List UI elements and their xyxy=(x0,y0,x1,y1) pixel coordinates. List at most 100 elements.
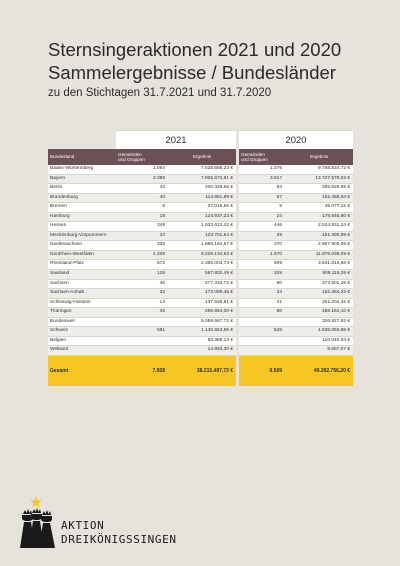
cell-result-2020: 2.967.909,08 € xyxy=(285,240,354,251)
cell-groups-2020: 34 xyxy=(239,288,286,299)
logo-line-1: AKTION xyxy=(61,519,105,532)
table-row: Baden-Württemberg 1.094 7.528.656,23 €1.27… xyxy=(48,165,354,175)
logo-wordmark: AKTION DREIKÖNIGSSINGEN xyxy=(61,519,177,547)
cell-state: Bayern xyxy=(48,174,116,185)
cell-groups-2021: 1.208 xyxy=(116,250,168,261)
cell-state: Hessen xyxy=(48,221,116,232)
cell-state: Bundesweit xyxy=(48,317,116,328)
table-row: Saarland 126 587.802,49 €209 908.119,28 € xyxy=(48,269,354,280)
cell-state: Baden-Württemberg xyxy=(48,165,116,175)
cell-result-2021: 296.954,00 € xyxy=(168,307,237,318)
cell-groups-2020: 80 xyxy=(239,279,286,290)
cell-result-2021: 200.426,66 € xyxy=(168,183,237,194)
cell-groups-2021: 572 xyxy=(116,259,168,270)
cell-groups-2020: 8 xyxy=(239,202,286,213)
table-row: Hessen 349 1.933.612,42 €446 2.524.931,24 € xyxy=(48,221,354,232)
year-2020-header: 2020 xyxy=(239,130,354,149)
page-title: Sternsingeraktionen 2021 und 2020 Sammel… xyxy=(48,38,341,84)
cell-result-2021: 124.937,23 € xyxy=(168,212,237,223)
cell-result-2021: 114.851,89 € xyxy=(168,193,237,204)
table-row: Rheinland-Pfalz 572 2.365.003,73 €809 3.641… xyxy=(48,259,354,270)
cell-result-2020: 265.829,95 € xyxy=(285,183,354,194)
cell-groups-2021: 581 xyxy=(116,326,168,337)
star-icon xyxy=(30,496,42,508)
cell-state: Nordrhein-Westfalen xyxy=(48,250,116,261)
cell-groups-2021: 24 xyxy=(116,231,168,242)
total-label: Gesamt xyxy=(48,355,116,386)
cell-result-2021: 173.099,45 € xyxy=(168,288,237,299)
cell-groups-2020: 545 xyxy=(239,326,286,337)
table-row: Mecklenburg-Vorpommern 24 123.701,54 €39 16… xyxy=(48,231,354,242)
cell-result-2020: 1.535.050,86 € xyxy=(285,326,354,337)
cell-result-2021: 587.802,49 € xyxy=(168,269,237,280)
cell-groups-2021: 32 xyxy=(116,288,168,299)
cell-state: Niedersachsen xyxy=(48,240,116,251)
cell-state: Brandenburg xyxy=(48,193,116,204)
cell-result-2021: 83.389,13 € xyxy=(168,336,237,347)
cell-result-2020: 178.846,80 € xyxy=(285,212,354,223)
cell-groups-2020: 370 xyxy=(239,240,286,251)
table-row: Berlin 42 200.426,66 €64 265.829,95 € xyxy=(48,183,354,194)
cell-result-2021: 7.805.672,81 € xyxy=(168,174,237,185)
cell-state: Schleswig-Holstein xyxy=(48,298,116,309)
table-row: Bayern 3.398 7.805.672,81 €3.817 13.727.578… xyxy=(48,174,354,185)
col-header-groups-2021: Gemeinden und Gruppen xyxy=(116,149,168,165)
total-result-2020: 49.262.756,20 € xyxy=(285,355,354,386)
results-table-container: 2021 2020 Bundesland Gemeinden und Grupp… xyxy=(48,130,354,386)
col-header-state: Bundesland xyxy=(48,149,116,165)
cell-groups-2021 xyxy=(116,317,168,328)
cell-result-2020: 13.727.578,03 € xyxy=(285,174,354,185)
cell-groups-2021: 18 xyxy=(116,212,168,223)
cell-groups-2020: 24 xyxy=(239,212,286,223)
cell-groups-2020: 64 xyxy=(239,183,286,194)
table-row: Thüringen 45 296.954,00 €80 458.164,10 € xyxy=(48,307,354,318)
cell-groups-2020: 1.276 xyxy=(239,165,286,175)
cell-result-2021: 8.228.134,93 € xyxy=(168,250,237,261)
cell-groups-2021 xyxy=(116,345,168,356)
table-row: Bremen 6 27.018,55 €8 45.077,12 € xyxy=(48,202,354,213)
cell-result-2020: 8.687,07 € xyxy=(285,345,354,356)
year-spacer xyxy=(48,130,116,149)
cell-result-2021: 1.988.194,57 € xyxy=(168,240,237,251)
table-body: Baden-Württemberg 1.094 7.528.656,23 €1.27… xyxy=(48,165,354,356)
results-table: 2021 2020 Bundesland Gemeinden und Grupp… xyxy=(48,130,354,386)
table-row: Schleswig-Holstein 13 137.535,81 €41 251.20… xyxy=(48,298,354,309)
col-header-result-2021: Ergebnis xyxy=(168,149,237,165)
cell-state: Schweiz xyxy=(48,326,116,337)
cell-result-2020: 458.164,10 € xyxy=(285,307,354,318)
table-row: Brandenburg 40 114.851,89 €57 152.458,64 € xyxy=(48,193,354,204)
cell-result-2020: 11.876.038,09 € xyxy=(285,250,354,261)
cell-groups-2021: 126 xyxy=(116,269,168,280)
table-row: Belgien 83.389,13 € 110.045,94 € xyxy=(48,336,354,347)
cell-result-2021: 277.332,72 € xyxy=(168,279,237,290)
table-row: Sachsen-Anhalt 32 173.099,45 €34 182.384,23… xyxy=(48,288,354,299)
cell-state: Mecklenburg-Vorpommern xyxy=(48,231,116,242)
cell-groups-2021: 1.094 xyxy=(116,165,168,175)
cell-result-2020: 45.077,12 € xyxy=(285,202,354,213)
table-row: Bundesweit 5.059.567,72 € 326.827,82 € xyxy=(48,317,354,328)
cell-result-2020: 908.119,28 € xyxy=(285,269,354,280)
cell-state: Sachsen xyxy=(48,279,116,290)
three-kings-icon xyxy=(20,508,55,548)
total-result-2021: 38.215.497,73 € xyxy=(168,355,237,386)
cell-result-2021: 27.018,55 € xyxy=(168,202,237,213)
cell-result-2021: 123.701,54 € xyxy=(168,231,237,242)
cell-result-2020: 373.601,26 € xyxy=(285,279,354,290)
table-row: Sachsen 45 277.332,72 €80 373.601,26 € xyxy=(48,279,354,290)
cell-result-2020: 251.204,32 € xyxy=(285,298,354,309)
cell-result-2020: 110.045,94 € xyxy=(285,336,354,347)
cell-result-2020: 9.768.834,72 € xyxy=(285,165,354,175)
total-groups-2021: 7.928 xyxy=(116,355,168,386)
cell-result-2020: 182.384,23 € xyxy=(285,288,354,299)
cell-state: Hamburg xyxy=(48,212,116,223)
cell-state: Berlin xyxy=(48,183,116,194)
cell-state: Weltweit xyxy=(48,345,116,356)
cell-result-2020: 161.390,99 € xyxy=(285,231,354,242)
table-row: Nordrhein-Westfalen 1.208 8.228.134,93 €1.… xyxy=(48,250,354,261)
cell-groups-2020: 39 xyxy=(239,231,286,242)
cell-groups-2020 xyxy=(239,345,286,356)
cell-result-2021: 137.535,81 € xyxy=(168,298,237,309)
col-header-result-2020: Ergebnis xyxy=(285,149,354,165)
cell-state: Thüringen xyxy=(48,307,116,318)
year-2021-header: 2021 xyxy=(116,130,237,149)
